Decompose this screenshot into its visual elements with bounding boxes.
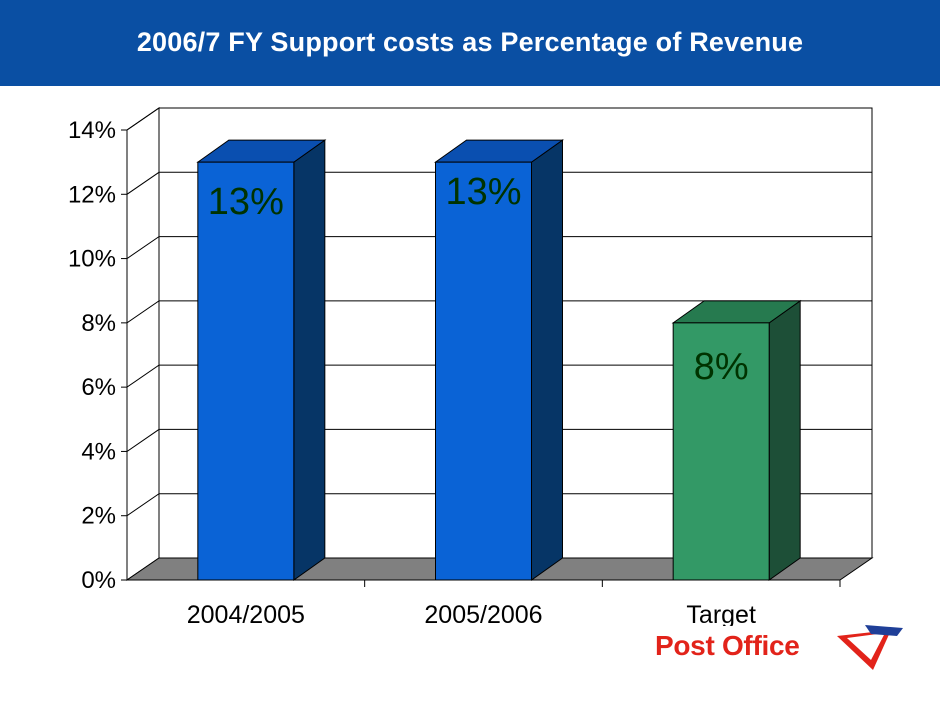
header-banner: 2006/7 FY Support costs as Percentage of… — [0, 0, 940, 86]
y-tick-label: 10% — [68, 246, 116, 273]
bar — [197, 161, 295, 581]
x-tick-label: 2005/2006 — [424, 601, 542, 626]
y-tick-label: 2% — [81, 503, 116, 530]
gridline — [126, 107, 872, 131]
bar — [435, 161, 532, 581]
data-label: 13% — [445, 171, 521, 213]
bar-side — [768, 299, 801, 581]
data-label: 13% — [208, 181, 284, 223]
x-axis-tick-labels: 2004/2005 2005/2006 Target — [187, 601, 756, 626]
post-office-logo: Post Office — [655, 624, 905, 674]
bar-side — [293, 139, 326, 581]
x-tick-label: Target — [686, 601, 756, 626]
gridline — [126, 428, 872, 452]
logo-text: Post Office — [655, 630, 800, 661]
bar — [672, 322, 770, 581]
gridline — [126, 171, 872, 195]
y-tick-label: 0% — [81, 567, 116, 594]
y-tick-label: 8% — [81, 310, 116, 337]
x-tick-label: 2004/2005 — [187, 601, 305, 626]
y-tick-label: 14% — [68, 117, 116, 144]
bar-chart: 0% 2% 4% 6% 8% 10% 12% 14% 2004/2005 2005/2006 Ta… — [68, 107, 874, 626]
gridline — [126, 236, 872, 259]
y-tick-label: 4% — [81, 438, 116, 465]
page-title: 2006/7 FY Support costs as Percentage of… — [136, 26, 804, 57]
gridline — [126, 493, 872, 517]
gridline — [126, 300, 872, 324]
bar-side — [531, 139, 563, 581]
y-tick-label: 6% — [81, 374, 116, 401]
post-office-envelope-icon — [837, 625, 903, 670]
gridline — [126, 364, 872, 388]
data-label: 8% — [694, 346, 749, 388]
data-labels: 13% 13% 8% — [208, 171, 749, 388]
chart-bars — [196, 139, 802, 581]
y-tick-label: 12% — [68, 181, 116, 208]
y-axis-tick-labels: 0% 2% 4% 6% 8% 10% 12% 14% — [68, 117, 116, 594]
chart-gridlines — [126, 107, 872, 517]
side-wall — [126, 107, 160, 581]
